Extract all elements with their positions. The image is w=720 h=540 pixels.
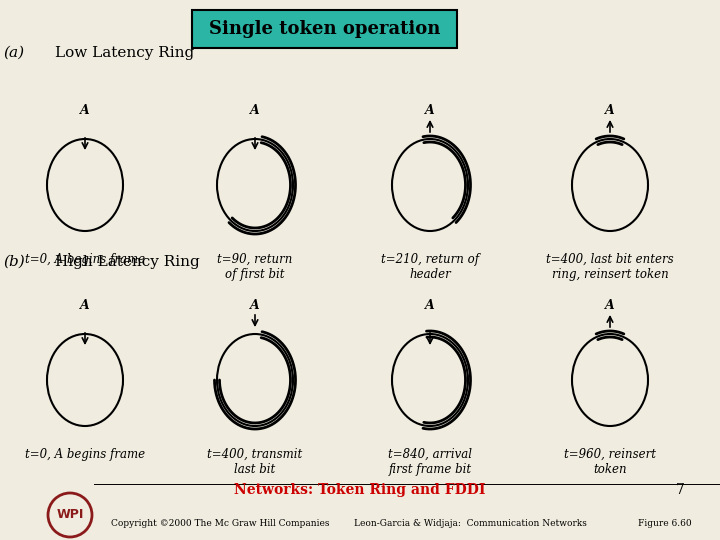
- Text: Single token operation: Single token operation: [210, 20, 441, 38]
- Text: (b): (b): [3, 255, 24, 269]
- Text: (a): (a): [3, 46, 24, 60]
- Text: t=960, reinsert
token: t=960, reinsert token: [564, 448, 656, 476]
- Text: t=400, transmit
last bit: t=400, transmit last bit: [207, 448, 302, 476]
- Text: t=840, arrival
first frame bit: t=840, arrival first frame bit: [388, 448, 472, 476]
- Text: t=0, A begins frame: t=0, A begins frame: [25, 448, 145, 461]
- Text: A: A: [250, 299, 260, 312]
- Text: Copyright ©2000 The Mc Graw Hill Companies: Copyright ©2000 The Mc Graw Hill Compani…: [111, 519, 329, 528]
- Text: A: A: [250, 104, 260, 117]
- FancyBboxPatch shape: [192, 10, 457, 48]
- Text: Low Latency Ring: Low Latency Ring: [55, 46, 194, 60]
- Text: A: A: [425, 104, 435, 117]
- Text: Leon-Garcia & Widjaja:  Communication Networks: Leon-Garcia & Widjaja: Communication Net…: [354, 519, 586, 528]
- Text: Figure 6.60: Figure 6.60: [638, 519, 692, 528]
- Text: A: A: [80, 299, 90, 312]
- Text: t=0, A begins frame: t=0, A begins frame: [25, 253, 145, 266]
- Text: A: A: [80, 104, 90, 117]
- Text: t=210, return of
header: t=210, return of header: [381, 253, 479, 281]
- Text: A: A: [425, 299, 435, 312]
- Text: A: A: [605, 104, 615, 117]
- Text: A: A: [605, 299, 615, 312]
- Text: Networks: Token Ring and FDDI: Networks: Token Ring and FDDI: [234, 483, 486, 497]
- Text: 7: 7: [676, 483, 685, 497]
- Text: WPI: WPI: [56, 509, 84, 522]
- Text: High Latency Ring: High Latency Ring: [55, 255, 199, 269]
- Text: t=400, last bit enters
ring, reinsert token: t=400, last bit enters ring, reinsert to…: [546, 253, 674, 281]
- Text: t=90, return
of first bit: t=90, return of first bit: [217, 253, 293, 281]
